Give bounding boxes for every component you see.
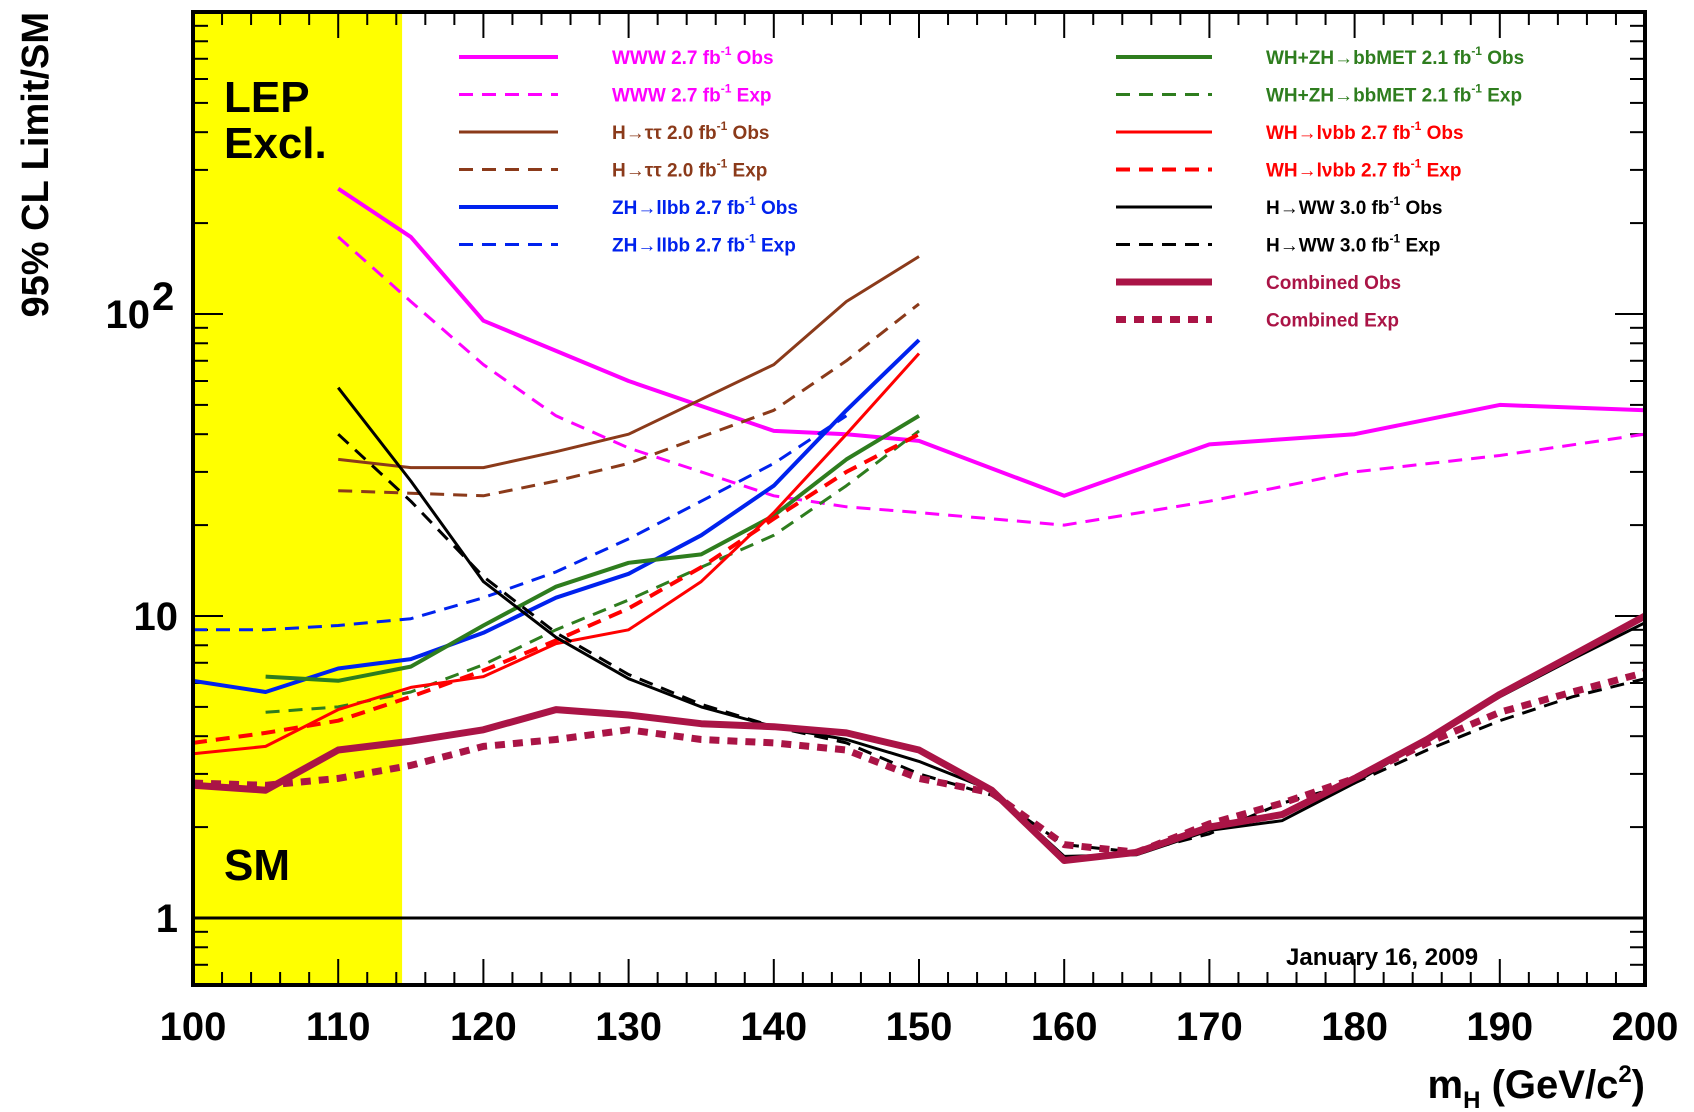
legend-label-6: WH+ZH→bbMET 2.1 fb-1 Obs: [1266, 44, 1524, 69]
x-tick-label: 120: [450, 1005, 517, 1049]
plot-frame: [191, 10, 1647, 987]
date-label: January 16, 2009: [1286, 944, 1478, 971]
legend-label-5: ZH→llbb 2.7 fb-1 Exp: [612, 232, 796, 257]
x-axis-label-units-sup: 2: [1618, 1061, 1631, 1088]
x-tick-label: 190: [1466, 1005, 1533, 1049]
series-line-12: [193, 612, 1645, 864]
axis-ticks: [192, 11, 1646, 986]
x-tick-labels: 100 110 120 130 140 150 160 170 180 190 200: [160, 1005, 1679, 1049]
x-tick-label: 150: [886, 1005, 953, 1049]
lep-label-line2: Excl.: [224, 119, 327, 168]
series-layer: [193, 187, 1645, 864]
series-line-3: [338, 302, 920, 498]
legend-label-2: H→ττ 2.0 fb-1 Obs: [612, 119, 770, 144]
series-line-7: [265, 429, 920, 714]
series-line-1: [337, 235, 1645, 527]
series-line-2: [338, 255, 920, 470]
series-line-8: [193, 352, 921, 756]
legend-label-3: H→ττ 2.0 fb-1 Exp: [612, 157, 767, 182]
series-line-6: [265, 414, 921, 683]
x-axis-label: mH (GeV/c2): [1428, 1061, 1645, 1112]
x-axis-label-sub: H: [1463, 1087, 1480, 1112]
lep-label-line1: LEP: [224, 73, 310, 122]
legend-label-7: WH+ZH→bbMET 2.1 fb-1 Exp: [1266, 82, 1522, 107]
legend: WWW 2.7 fb-1 Obs WWW 2.7 fb-1 Exp H→ττ 2.0…: [459, 44, 1524, 332]
y-axis-label: 95% CL Limit/SM: [15, 12, 57, 317]
legend-label-13: Combined Exp: [1266, 311, 1399, 332]
legend-label-0: WWW 2.7 fb-1 Obs: [612, 44, 774, 69]
y-tick-label: 10: [134, 595, 179, 639]
series-line-9: [193, 432, 920, 745]
x-axis-label-units-close: ): [1632, 1063, 1645, 1107]
x-tick-label: 180: [1321, 1005, 1388, 1049]
legend-label-10: H→WW 3.0 fb-1 Obs: [1266, 194, 1442, 219]
legend-label-12: Combined Obs: [1266, 273, 1401, 294]
lep-exclusion-band: [193, 12, 403, 985]
series-line-5: [193, 414, 848, 632]
series-line-0: [337, 187, 1645, 498]
x-tick-label: 110: [306, 1005, 371, 1049]
legend-label-8: WH→lνbb 2.7 fb-1 Obs: [1266, 119, 1464, 144]
x-tick-label: 160: [1031, 1005, 1098, 1049]
x-axis-label-units: (GeV/c: [1492, 1063, 1619, 1107]
y-tick-label: 1: [156, 897, 178, 941]
sm-label: SM: [224, 841, 290, 890]
x-tick-label: 100: [160, 1005, 227, 1049]
x-tick-label: 170: [1176, 1005, 1243, 1049]
x-tick-label: 130: [595, 1005, 662, 1049]
legend-label-9: WH→lνbb 2.7 fb-1 Exp: [1266, 157, 1461, 182]
x-tick-label: 140: [740, 1005, 807, 1049]
legend-label-4: ZH→llbb 2.7 fb-1 Obs: [612, 194, 798, 219]
legend-label-11: H→WW 3.0 fb-1 Exp: [1266, 232, 1440, 257]
y-tick-label-sup: 2: [152, 275, 174, 319]
legend-label-1: WWW 2.7 fb-1 Exp: [612, 82, 772, 107]
series-line-4: [193, 338, 921, 694]
x-axis-label-var: m: [1428, 1063, 1464, 1107]
x-tick-label: 200: [1612, 1005, 1679, 1049]
y-tick-label: 10: [106, 293, 151, 337]
